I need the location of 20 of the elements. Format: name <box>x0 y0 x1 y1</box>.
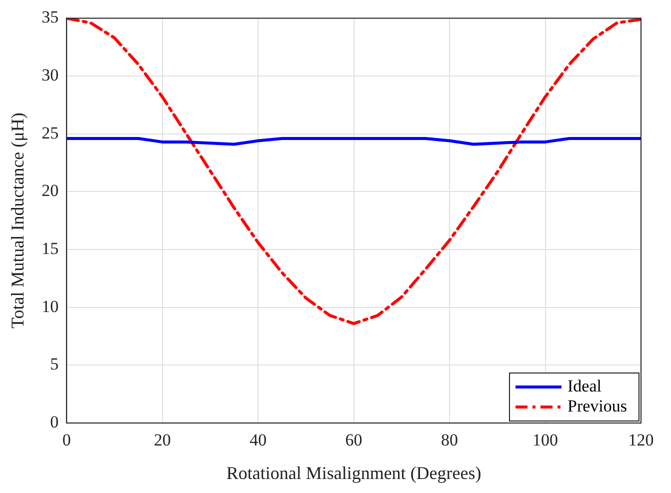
y-tick-label: 15 <box>42 238 59 258</box>
x-tick-label: 20 <box>154 430 171 450</box>
y-axis-title: Total Mutual Inductance (μH) <box>8 112 28 329</box>
y-tick-label: 30 <box>42 65 59 84</box>
legend-label: Ideal <box>568 376 602 396</box>
x-tick-label: 120 <box>628 430 654 450</box>
x-tick-label: 100 <box>532 430 558 450</box>
y-tick-label: 5 <box>50 354 59 374</box>
x-tick-label: 80 <box>441 430 458 450</box>
y-tick-label: 20 <box>42 181 59 200</box>
y-tick-label: 35 <box>42 8 59 27</box>
line-series <box>66 18 641 326</box>
y-tick-label: 10 <box>42 296 59 316</box>
legend-label: Previous <box>568 396 627 416</box>
x-tick-label: 60 <box>345 430 362 450</box>
x-axis-title: Rotational Misalignment (Degrees) <box>226 462 482 483</box>
y-tick-label: 25 <box>42 123 59 142</box>
x-tick-label: 40 <box>250 430 267 450</box>
y-tick-label: 0 <box>50 412 59 432</box>
x-tick-label: 0 <box>62 430 71 450</box>
